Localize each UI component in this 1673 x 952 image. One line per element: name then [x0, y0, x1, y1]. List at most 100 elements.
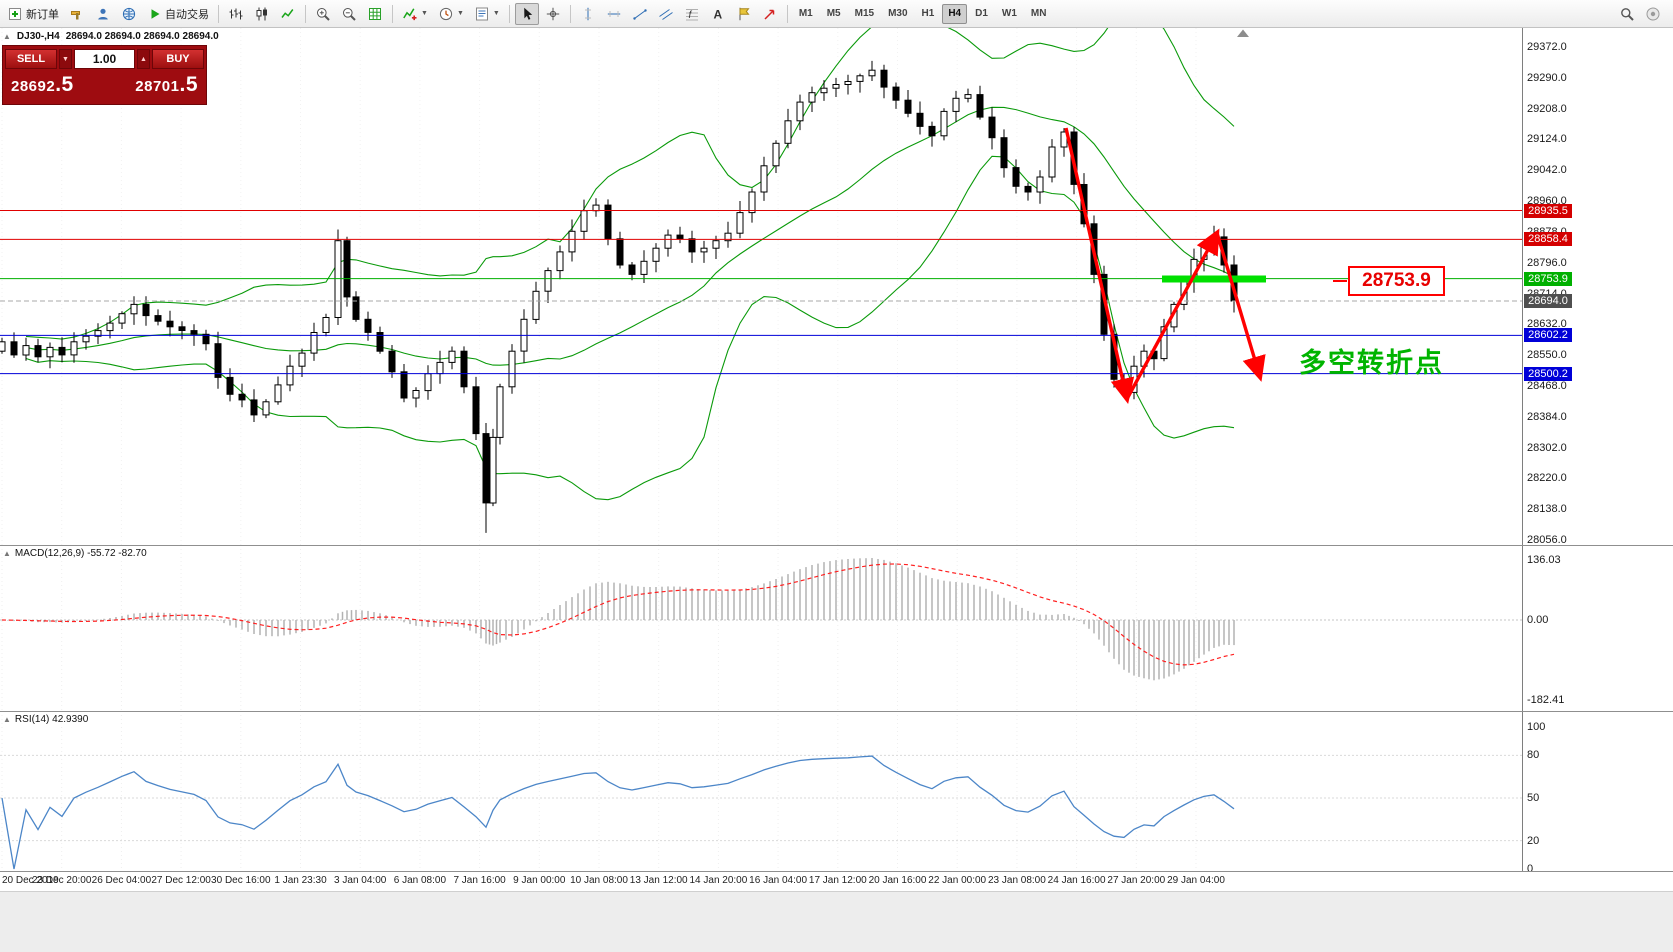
time-axis-label: 27 Dec 12:00	[151, 875, 211, 886]
toolbar-separator	[508, 4, 510, 23]
time-axis-label: 9 Jan 00:00	[513, 875, 566, 886]
price-callout-box[interactable]: 28753.9	[1348, 266, 1445, 296]
time-axis-label: 3 Jan 04:00	[334, 875, 387, 886]
toolbar-search-button[interactable]	[1615, 3, 1639, 25]
timeframe-w1-button[interactable]: W1	[1001, 8, 1017, 19]
volume-up-button[interactable]: ▲	[137, 49, 150, 69]
timeframe-mn-button[interactable]: MN	[1030, 8, 1047, 19]
buy-button[interactable]: BUY	[152, 49, 204, 69]
chart-area[interactable]: ▲ DJ30-,H4 28694.0 28694.0 28694.0 28694…	[0, 28, 1522, 545]
panel-separator[interactable]	[0, 545, 1673, 546]
toolbar-text-button[interactable]: A	[706, 3, 730, 25]
toolbar-fibonacci-button[interactable]: f	[680, 3, 704, 25]
turning-point-label[interactable]: 多空转折点	[1299, 348, 1444, 378]
price-chart-canvas[interactable]	[0, 28, 1522, 545]
toolbar-periods-button[interactable]: ▼	[434, 3, 468, 25]
price-axis-tick: 29042.0	[1527, 164, 1567, 177]
macd-panel[interactable]: ▲ MACD(12,26,9) -55.72 -82.70	[0, 545, 1522, 711]
rsi-axis-tick: 100	[1527, 721, 1546, 733]
toolbar-grid-button[interactable]	[363, 3, 387, 25]
toolbar-vertical-line-button[interactable]	[576, 3, 600, 25]
toolbar-text-label-button[interactable]	[732, 3, 756, 25]
toolbar-navigator-button[interactable]	[117, 3, 141, 25]
rsi-line	[1, 755, 1235, 870]
macd-canvas[interactable]	[0, 545, 1522, 711]
collapse-triangle-icon[interactable]: ▲	[3, 715, 11, 724]
toolbar-separator	[392, 4, 393, 23]
hline-icon	[607, 10, 621, 17]
rsi-panel[interactable]: ▲ RSI(14) 42.9390	[0, 711, 1522, 871]
toolbar-candle-chart-button[interactable]	[250, 3, 274, 25]
timeframe-m1-button[interactable]: M1	[798, 8, 813, 19]
toolbar-zoom-out-button[interactable]	[337, 3, 361, 25]
text-icon: A	[713, 7, 722, 21]
time-axis-label: 23 Jan 08:00	[987, 875, 1046, 886]
timeframe-h4-button[interactable]: H4	[942, 3, 968, 24]
sell-button[interactable]: SELL	[5, 49, 57, 69]
toolbox-icon	[71, 10, 80, 19]
search-icon	[1621, 7, 1634, 21]
toolbar-indicators-button[interactable]: ▼	[398, 3, 432, 25]
candle-chart-icon	[256, 7, 267, 20]
toolbar-separator	[305, 4, 306, 23]
toolbar-channel-button[interactable]	[654, 3, 678, 25]
collapse-triangle-icon[interactable]: ▲	[3, 549, 11, 558]
chart-title: ▲ DJ30-,H4 28694.0 28694.0 28694.0 28694…	[3, 31, 219, 42]
time-axis[interactable]: 20 Dec 2019 23 Dec 20:00 26 Dec 04:00 27 De…	[0, 872, 1673, 891]
market-watch-icon	[98, 8, 108, 19]
time-axis-label: 23 Dec 20:00	[31, 875, 92, 886]
price-axis-tick: 28384.0	[1527, 410, 1567, 423]
price-axis-tick: 28220.0	[1527, 472, 1567, 485]
macd-axis: 136.03 0.00 -182.41	[1522, 545, 1673, 711]
timeframe-m15-button[interactable]: M15	[854, 8, 875, 19]
rsi-axis-tick: 0	[1527, 863, 1534, 875]
toolbar-right-group	[1614, 3, 1666, 25]
highlight-bar[interactable]	[1162, 275, 1266, 283]
label-icon	[739, 7, 750, 20]
spin-up-icon: ▲	[140, 55, 147, 63]
timeframe-m30-button[interactable]: M30	[888, 8, 908, 19]
timeframe-d1-button[interactable]: D1	[975, 8, 988, 19]
toolbar-trendline-button[interactable]	[628, 3, 652, 25]
toolbar-crosshair-button[interactable]	[541, 3, 565, 25]
chart-shift-marker-icon[interactable]	[1237, 29, 1249, 38]
toolbar-bar-chart-button[interactable]	[224, 3, 248, 25]
panel-separator[interactable]	[0, 711, 1673, 712]
toolbar-templates-button[interactable]: ▼	[470, 3, 504, 25]
timeframe-m5-button[interactable]: M5	[826, 8, 841, 19]
cursor-icon	[524, 7, 533, 20]
price-axis-tick: 28468.0	[1527, 379, 1567, 392]
community-icon	[1646, 7, 1660, 20]
toolbar-toolbox-button[interactable]	[65, 3, 89, 25]
panel-separator[interactable]	[0, 871, 1673, 872]
macd-histogram	[7, 558, 1235, 681]
time-axis-label: 7 Jan 16:00	[453, 875, 506, 886]
one-click-trading-panel: SELL ▼ 1.00 ▲ BUY 28692.5 28701.5	[2, 45, 207, 105]
arrows-icon	[764, 9, 775, 20]
toolbar-line-chart-button[interactable]	[276, 3, 300, 25]
toolbar-cursor-button[interactable]	[514, 2, 539, 25]
rsi-canvas[interactable]	[0, 711, 1522, 871]
grid-icon	[369, 7, 381, 20]
price-axis-tick: 28302.0	[1527, 441, 1567, 454]
toolbar-button-label: 自动交易	[165, 8, 209, 21]
volume-input[interactable]: 1.00	[74, 49, 135, 69]
time-axis-label: 6 Jan 08:00	[393, 875, 447, 886]
price-axis[interactable]: 29372.0 29290.0 29208.0 29124.0 29042.0 28960…	[1522, 28, 1673, 546]
toolbar-arrows-button[interactable]	[758, 3, 782, 25]
toolbar-auto-trading-button[interactable]: 自动交易	[143, 3, 213, 25]
zoom-in-icon	[317, 7, 330, 21]
toolbar-horizontal-line-button[interactable]	[602, 3, 626, 25]
zoom-out-icon	[343, 7, 356, 21]
toolbar-zoom-in-button[interactable]	[311, 3, 335, 25]
rsi-axis-tick: 50	[1527, 792, 1540, 804]
time-axis-label: 13 Jan 12:00	[629, 875, 688, 886]
toolbar-community-button[interactable]	[1641, 3, 1665, 25]
collapse-triangle-icon[interactable]: ▲	[3, 32, 11, 41]
toolbar-market-watch-button[interactable]	[91, 3, 115, 25]
toolbar-new-order-button[interactable]: 新订单	[4, 3, 63, 25]
timeframe-h1-button[interactable]: H1	[921, 8, 935, 19]
volume-down-button[interactable]: ▼	[59, 49, 72, 69]
fibonacci-icon: f	[685, 8, 698, 21]
trend-arrows[interactable]	[1064, 127, 1266, 404]
